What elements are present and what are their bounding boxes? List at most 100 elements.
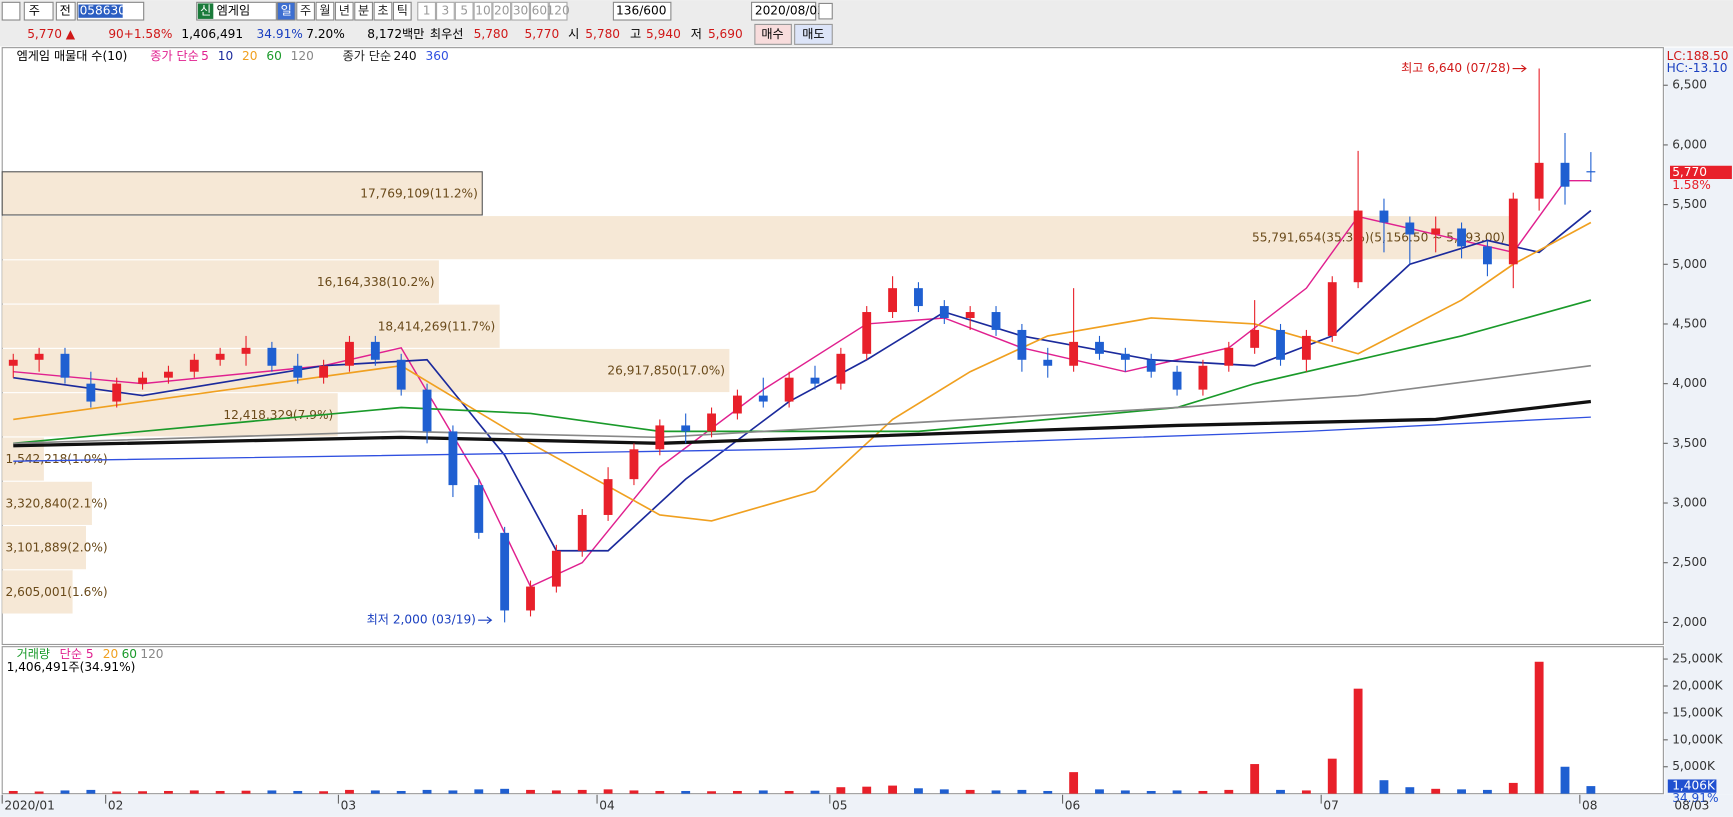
ask: 5,780 [474,27,509,41]
volume-bar [629,790,639,794]
quote-price: 5,770 ▲ [27,27,76,41]
x-last-label: 08/03 [1674,798,1709,812]
profile-title: 엠게임 매물대 수(10) [17,49,128,63]
volume-bar [1172,790,1182,794]
high-label: 고 [630,27,641,41]
period-button[interactable] [392,1,412,21]
sell-label: 매도 [802,27,824,41]
interval-button[interactable] [511,1,530,21]
dropdown[interactable] [23,1,54,21]
period-button[interactable] [296,1,315,21]
profile-label: 55,791,654(35.3%)(5,156.50 ~ 5,093.00) [1252,231,1505,245]
icon-button[interactable] [1,1,21,21]
volume-bar [526,789,535,794]
interval-button[interactable] [548,1,568,21]
candle-body [138,377,147,384]
interval-button[interactable] [436,1,455,21]
volume-bar [939,789,949,794]
profile-bar [2,216,1510,260]
y-tick-label: 3,500 [1672,436,1707,450]
sell-button[interactable] [794,23,833,45]
profile-label: 26,917,850(17.0%) [607,364,725,378]
candle-body [914,288,923,307]
volume-bar [655,790,665,794]
low-label: 저 [691,27,702,41]
period-button[interactable] [354,1,374,21]
y-tick-label: 5,000 [1672,257,1707,271]
interval-button[interactable] [473,1,493,21]
candle-body [474,485,484,533]
volume-bar [784,790,794,794]
profile-label: 2,605,001(1.6%) [6,585,108,599]
date-box[interactable] [751,1,817,21]
open: 5,780 [585,27,620,41]
candle-body [1069,341,1079,366]
period-button[interactable] [276,1,296,21]
volume-panel [1,646,1664,795]
period-button[interactable] [315,1,335,21]
y-tick-label: 10,000K [1672,732,1723,746]
profile-bar [2,481,92,525]
quote-change: 90 [108,27,123,41]
volume-bar [1069,772,1079,794]
legend-item: 120 [291,49,314,63]
candle-body [888,288,898,313]
candle-body [577,514,587,551]
annotation-arrow [1512,64,1527,73]
legend-item: 60 [266,49,281,63]
buy-button[interactable] [754,23,792,45]
date: 2020/08/03 [755,4,825,18]
volume-bar [1482,789,1492,794]
volume-legend-item: 60 [122,647,137,661]
candle-body [551,550,561,587]
volume-bar [1379,780,1389,794]
volume-bar [500,788,510,794]
candle-body [1586,171,1596,173]
interval-button[interactable] [529,1,549,21]
interval-button[interactable] [492,1,512,21]
last-rate: 1.58% [1672,178,1711,192]
y-tick-label: 20,000K [1672,678,1723,692]
interval-label: 3 [442,4,450,18]
period-button[interactable] [334,1,354,21]
candle-body [422,389,432,432]
y-tick-label: 25,000K [1672,652,1723,666]
volume-info: 1,406,491주(34.91%) [7,660,136,674]
interval-label: 20 [494,4,509,18]
calendar-button[interactable] [818,2,833,20]
volume-bar [267,790,277,794]
stock-name: 엠게임 [217,4,251,18]
count-box[interactable] [612,1,672,21]
market-label: 주 [29,4,40,18]
volume-bar [1534,661,1544,794]
profile-bar [2,260,439,304]
quote-turnover: 34.91% [257,27,303,41]
period-label: 년 [339,4,350,18]
profile-bar [1,171,483,216]
button[interactable] [55,1,76,21]
volume-bar [1353,688,1363,794]
volume-bar [319,791,329,794]
name-box[interactable] [196,1,277,21]
volume-bar [1431,788,1441,794]
interval-button[interactable] [454,1,474,21]
volume-bar [370,790,380,794]
profile-label: 3,101,889(2.0%) [6,541,108,555]
quote-amount: 8,172백만 [367,27,424,41]
volume-bar [965,789,975,794]
profile-bar [2,526,87,570]
legend-item: 5 [201,49,209,63]
candle-body [655,425,665,450]
tag: 신 [200,4,211,18]
legend-item: 20 [242,49,257,63]
interval-button[interactable] [417,1,437,21]
last-volume-rate: 34.91% [1672,791,1718,805]
period-button[interactable] [373,1,393,21]
candle-body [267,347,277,366]
ma-line [13,399,1592,448]
x-tick-label: 04 [599,798,615,812]
volume-bar [86,789,96,794]
candle-body [1327,282,1337,336]
buy-label: 매수 [761,27,783,41]
